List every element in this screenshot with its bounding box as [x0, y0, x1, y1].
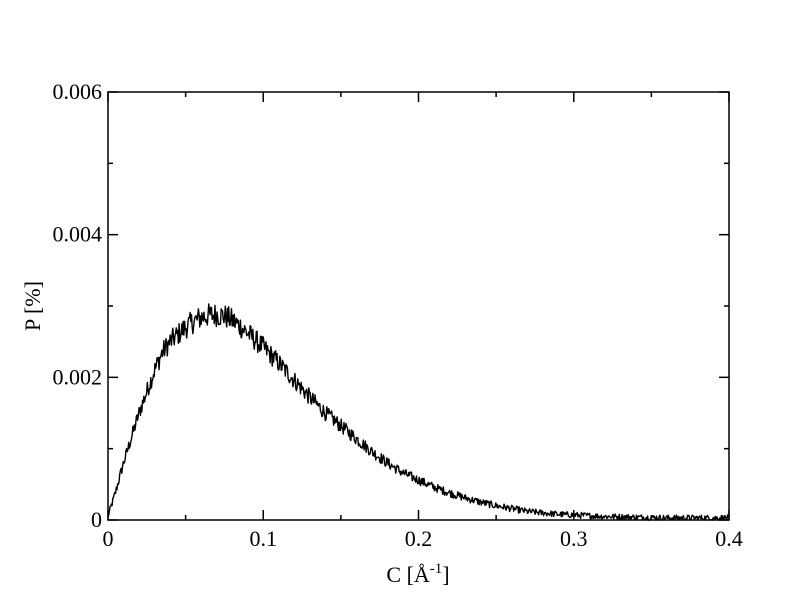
y-ticks: 0 0.002 0.004 0.006: [53, 79, 729, 532]
y-tick-label: 0.002: [53, 364, 103, 389]
x-axis-label-exponent: -1: [430, 561, 443, 577]
x-tick-label: 0: [103, 526, 114, 551]
x-ticks: 0 0.1 0.2 0.3 0.4: [103, 92, 743, 551]
y-tick-label: 0.006: [53, 79, 103, 104]
x-axis-label-close: ]: [442, 562, 449, 587]
y-axis-label: P [%]: [20, 281, 45, 331]
y-tick-label: 0.004: [53, 222, 103, 247]
x-tick-label: 0.3: [560, 526, 588, 551]
x-tick-label: 0.2: [405, 526, 433, 551]
x-axis-label-main: C [: [386, 562, 414, 587]
x-axis-label: C [Å-1]: [386, 561, 449, 587]
x-axis-label-unit: Å: [414, 562, 430, 587]
x-tick-label: 0.1: [250, 526, 278, 551]
y-tick-label: 0: [91, 507, 102, 532]
series-line: [107, 303, 730, 521]
x-tick-label: 0.4: [715, 526, 743, 551]
plot-frame: [107, 91, 730, 521]
